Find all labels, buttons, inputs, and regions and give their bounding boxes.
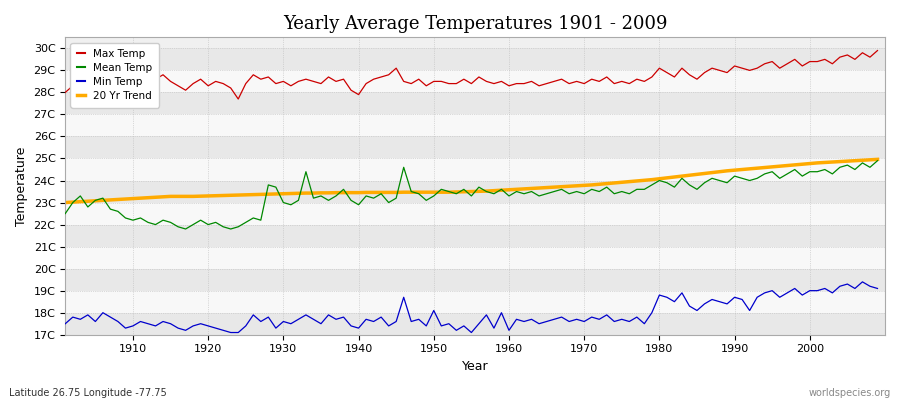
Y-axis label: Temperature: Temperature xyxy=(15,146,28,226)
Max Temp xyxy=(293,79,304,84)
Line: 20 Yr Trend: 20 Yr Trend xyxy=(66,159,878,202)
Bar xyxy=(66,202,885,224)
Bar xyxy=(66,70,885,92)
Bar xyxy=(66,180,885,202)
Max Temp xyxy=(233,97,244,102)
Max Temp xyxy=(338,77,349,82)
20 Yr Trend xyxy=(872,157,883,162)
Bar xyxy=(66,224,885,247)
Max Temp xyxy=(120,88,130,93)
Min Temp xyxy=(60,321,71,326)
Mean Temp xyxy=(504,194,515,198)
Mean Temp xyxy=(60,211,71,216)
Bar xyxy=(66,291,885,313)
Min Temp xyxy=(601,312,612,317)
Title: Yearly Average Temperatures 1901 - 2009: Yearly Average Temperatures 1901 - 2009 xyxy=(283,15,668,33)
Text: Latitude 26.75 Longitude -77.75: Latitude 26.75 Longitude -77.75 xyxy=(9,388,166,398)
Max Temp xyxy=(601,74,612,79)
Mean Temp xyxy=(511,189,522,194)
Min Temp xyxy=(504,328,515,333)
Min Temp xyxy=(872,286,883,291)
Min Temp xyxy=(225,330,236,335)
Bar xyxy=(66,269,885,291)
Max Temp xyxy=(504,83,515,88)
Bar xyxy=(66,313,885,335)
Mean Temp xyxy=(120,216,130,220)
Line: Max Temp: Max Temp xyxy=(66,50,878,99)
Line: Mean Temp: Mean Temp xyxy=(66,161,878,229)
Bar xyxy=(66,136,885,158)
X-axis label: Year: Year xyxy=(462,360,489,373)
Bar xyxy=(66,247,885,269)
20 Yr Trend xyxy=(504,187,515,192)
Max Temp xyxy=(60,90,71,95)
Line: Min Temp: Min Temp xyxy=(66,282,878,332)
Mean Temp xyxy=(601,185,612,190)
Min Temp xyxy=(857,280,868,284)
20 Yr Trend xyxy=(594,182,605,187)
Bar xyxy=(66,48,885,70)
Mean Temp xyxy=(293,198,304,203)
Bar xyxy=(66,92,885,114)
Max Temp xyxy=(872,48,883,53)
Legend: Max Temp, Mean Temp, Min Temp, 20 Yr Trend: Max Temp, Mean Temp, Min Temp, 20 Yr Tre… xyxy=(70,42,158,108)
Min Temp xyxy=(293,317,304,322)
Mean Temp xyxy=(338,187,349,192)
20 Yr Trend xyxy=(60,200,71,205)
Min Temp xyxy=(120,326,130,330)
Max Temp xyxy=(511,81,522,86)
20 Yr Trend xyxy=(285,191,296,196)
20 Yr Trend xyxy=(330,190,341,195)
Min Temp xyxy=(338,315,349,320)
20 Yr Trend xyxy=(496,188,507,193)
Bar xyxy=(66,114,885,136)
Bar xyxy=(66,158,885,180)
Mean Temp xyxy=(180,226,191,231)
Text: worldspecies.org: worldspecies.org xyxy=(809,388,891,398)
Min Temp xyxy=(511,317,522,322)
20 Yr Trend xyxy=(120,197,130,202)
Mean Temp xyxy=(872,158,883,163)
